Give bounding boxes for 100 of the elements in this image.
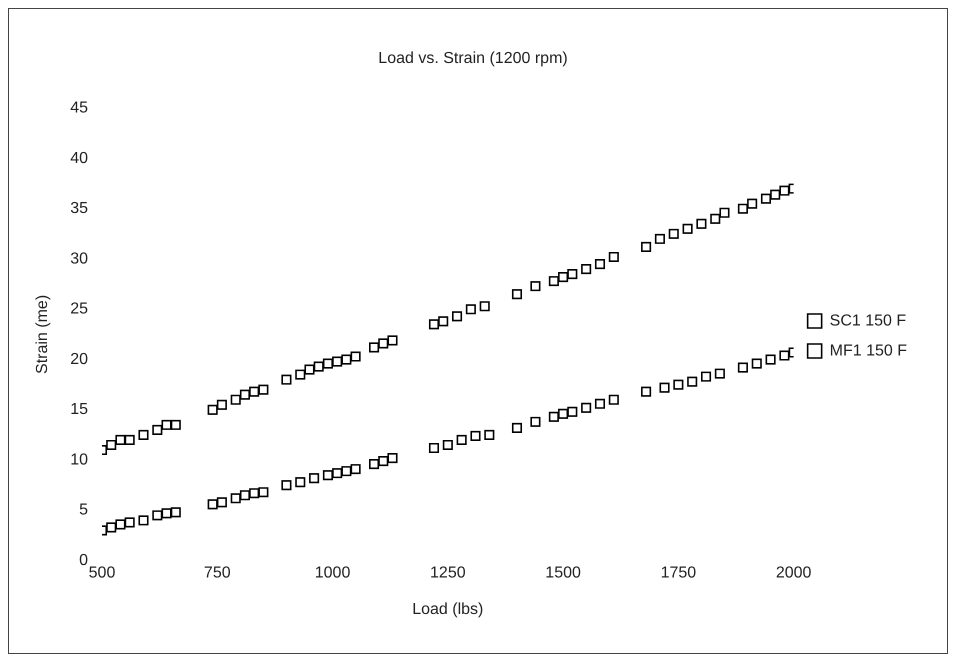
point [249, 488, 260, 498]
point [240, 490, 250, 500]
point [442, 440, 453, 450]
point [512, 422, 522, 433]
point [230, 394, 241, 405]
point [747, 198, 758, 209]
point [309, 473, 320, 484]
point [700, 372, 712, 382]
y-tick-label: 30 [70, 250, 88, 268]
point [567, 406, 578, 417]
point [548, 276, 559, 286]
point [230, 493, 241, 504]
point [341, 354, 352, 365]
point [387, 335, 398, 346]
y-tick-label: 5 [79, 502, 88, 519]
point [322, 470, 333, 480]
point [314, 362, 324, 372]
point [369, 342, 380, 353]
y-axis-title: Strain (me) [34, 294, 52, 374]
point [581, 402, 592, 413]
point [240, 390, 250, 400]
point [295, 477, 306, 488]
point [752, 358, 762, 369]
x-axis-title: Load (lbs) [412, 600, 484, 618]
point [738, 362, 748, 373]
point [106, 522, 116, 532]
point [350, 351, 361, 362]
y-tick-label: 10 [70, 451, 88, 468]
x-tick-label: 750 [204, 564, 231, 582]
point [124, 517, 135, 528]
point [641, 242, 652, 252]
point [295, 370, 306, 380]
point [138, 430, 149, 440]
x-tick-label: 1250 [430, 564, 466, 582]
point [162, 420, 172, 430]
x-tick-label: 1750 [660, 564, 696, 582]
point [654, 234, 665, 244]
point [470, 430, 481, 441]
point [668, 228, 679, 239]
point [216, 400, 227, 410]
point [714, 368, 725, 379]
legend-label: SC1 150 F [830, 312, 906, 330]
x-tick-label: 1000 [314, 564, 350, 582]
point [530, 281, 540, 292]
point [332, 468, 342, 478]
point [770, 190, 780, 200]
point [258, 384, 268, 395]
y-tick-label: 0 [79, 552, 88, 570]
point [341, 466, 352, 476]
point [281, 480, 292, 490]
y-tick-label: 15 [70, 401, 88, 418]
point [258, 487, 268, 498]
point [548, 412, 559, 422]
point [378, 456, 388, 466]
point [124, 434, 135, 446]
point [719, 208, 730, 218]
y-tick-label: 45 [70, 100, 88, 117]
y-tick-label: 40 [70, 150, 88, 167]
point [710, 214, 720, 224]
point [760, 194, 772, 204]
x-tick-label: 1500 [545, 564, 581, 582]
point [452, 311, 462, 322]
point [115, 519, 126, 530]
point [332, 356, 342, 367]
point [608, 394, 619, 405]
legend-label: MF1 150 F [830, 342, 908, 360]
point [170, 420, 181, 430]
x-tick-label: 2000 [776, 564, 812, 582]
point [456, 434, 467, 446]
point [438, 316, 448, 326]
point [138, 515, 149, 526]
point [659, 382, 670, 393]
y-tick-label: 20 [70, 350, 88, 368]
point [567, 269, 578, 280]
point [581, 264, 592, 274]
point [480, 301, 490, 312]
point [208, 499, 218, 510]
point [152, 510, 162, 520]
point [152, 424, 162, 435]
point [208, 404, 218, 415]
point [249, 386, 260, 397]
point [766, 354, 776, 365]
point [484, 430, 494, 440]
point [115, 434, 126, 446]
point [696, 218, 706, 229]
point [687, 376, 698, 387]
point [779, 350, 790, 361]
point [608, 252, 619, 262]
point [216, 497, 227, 508]
point [673, 380, 684, 390]
point [387, 453, 398, 464]
point [350, 464, 361, 474]
point [594, 398, 606, 409]
point [466, 304, 476, 314]
y-tick-label: 35 [70, 200, 88, 218]
point [304, 364, 315, 375]
point [428, 319, 440, 330]
x-tick-label: 500 [88, 564, 116, 582]
point [162, 508, 172, 518]
chart-title: Load vs. Strain (1200 rpm) [378, 50, 568, 68]
